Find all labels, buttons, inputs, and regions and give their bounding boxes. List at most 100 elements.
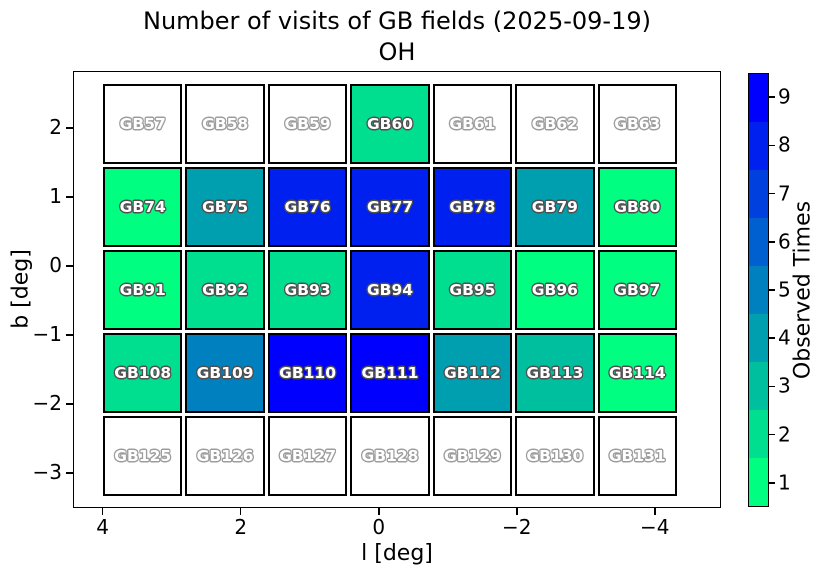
field-cell-GB91: GB91 [103, 250, 183, 330]
field-cell-GB58: GB58 [185, 84, 265, 164]
field-cell-GB60: GB60 [350, 84, 430, 164]
colorbar-tick-label: 3 [778, 373, 791, 398]
field-label: GB76 [284, 198, 331, 216]
field-label: GB75 [202, 198, 249, 216]
field-cell-GB126: GB126 [185, 416, 265, 496]
field-label: GB128 [361, 447, 419, 465]
field-label: GB109 [196, 364, 254, 382]
field-label: GB130 [526, 447, 584, 465]
field-label: GB91 [119, 281, 166, 299]
field-cell-GB80: GB80 [597, 167, 677, 247]
field-cell-GB59: GB59 [267, 84, 348, 164]
colorbar-tick-mark [769, 192, 775, 195]
colorbar-tick-label: 6 [778, 229, 791, 254]
y-tick-label: 2 [49, 115, 62, 140]
colorbar-band-9 [749, 74, 768, 122]
field-label: GB110 [279, 364, 337, 382]
colorbar-band-2 [749, 410, 768, 458]
colorbar-tick-mark [769, 482, 775, 484]
field-label: GB108 [114, 364, 172, 382]
y-tick-mark [66, 265, 73, 267]
field-label: GB60 [366, 115, 414, 133]
field-label: GB92 [202, 281, 249, 299]
colorbar-tick-mark [769, 289, 775, 291]
field-label: GB74 [119, 198, 166, 216]
field-cell-GB75: GB75 [185, 167, 265, 247]
plot-subtitle: OH [378, 38, 416, 66]
field-cell-GB112: GB112 [432, 333, 513, 413]
colorbar-band-4 [749, 314, 768, 362]
field-label: GB94 [366, 281, 414, 299]
field-cell-GB109: GB109 [185, 333, 265, 413]
colorbar-tick-mark [769, 433, 775, 436]
colorbar-tick-label: 8 [778, 132, 791, 157]
field-cell-GB127: GB127 [267, 416, 348, 496]
field-cell-GB57: GB57 [103, 84, 183, 164]
field-cell-GB94: GB94 [350, 250, 430, 330]
colorbar-band-1 [749, 458, 768, 506]
field-label: GB113 [526, 364, 584, 382]
field-cell-GB78: GB78 [432, 167, 513, 247]
field-cell-GB130: GB130 [515, 416, 595, 496]
field-label: GB111 [361, 364, 419, 382]
field-label: GB125 [114, 447, 172, 465]
field-label: GB127 [279, 447, 337, 465]
y-tick-mark [66, 334, 73, 336]
field-cell-GB93: GB93 [267, 250, 348, 330]
field-label: GB58 [202, 115, 249, 133]
field-label: GB63 [614, 115, 661, 133]
field-label: GB80 [614, 198, 661, 216]
x-tick-mark [653, 508, 656, 515]
colorbar-band-6 [749, 218, 768, 266]
field-label: GB126 [196, 447, 254, 465]
field-cell-GB74: GB74 [103, 167, 183, 247]
colorbar-band-3 [749, 362, 768, 410]
y-tick-mark [66, 472, 73, 474]
colorbar-tick-mark [769, 240, 775, 243]
field-cell-GB111: GB111 [350, 333, 430, 413]
x-axis-label: l [deg] [361, 541, 433, 566]
colorbar [748, 73, 769, 507]
field-grid: GB57 GB58 GB59 GB60 GB61 GB62 GB63 GB74 GB75 GB76… [103, 84, 677, 496]
field-label: GB79 [531, 198, 578, 216]
colorbar-tick-mark [769, 96, 775, 98]
field-label: GB95 [449, 281, 496, 299]
y-tick-mark [66, 403, 73, 405]
field-cell-GB63: GB63 [597, 84, 677, 164]
field-cell-GB97: GB97 [597, 250, 677, 330]
field-label: GB62 [531, 115, 578, 133]
field-label: GB78 [449, 198, 496, 216]
field-label: GB129 [443, 447, 501, 465]
y-tick-label: 0 [49, 252, 62, 277]
colorbar-tick-label: 1 [778, 470, 791, 495]
colorbar-tick-label: 7 [778, 181, 791, 206]
field-cell-GB62: GB62 [515, 84, 595, 164]
x-tick-mark [377, 508, 380, 515]
field-cell-GB128: GB128 [350, 416, 430, 496]
field-label: GB114 [608, 364, 666, 382]
colorbar-tick-mark [769, 385, 775, 388]
field-cell-GB108: GB108 [103, 333, 183, 413]
field-label: GB112 [443, 364, 501, 382]
field-cell-GB79: GB79 [515, 167, 595, 247]
field-cell-GB131: GB131 [597, 416, 677, 496]
field-label: GB61 [449, 115, 496, 133]
field-cell-GB95: GB95 [432, 250, 513, 330]
colorbar-tick-label: 5 [778, 277, 791, 302]
field-label: GB59 [284, 115, 331, 133]
y-tick-label: −2 [32, 390, 62, 415]
field-cell-GB125: GB125 [103, 416, 183, 496]
x-tick-mark [515, 508, 518, 515]
x-tick-mark [239, 508, 242, 515]
field-label: GB93 [284, 281, 331, 299]
x-tick-label: 4 [96, 515, 110, 539]
colorbar-band-5 [749, 266, 768, 314]
colorbar-tick-label: 2 [778, 422, 791, 447]
x-tick-mark [101, 508, 104, 515]
x-tick-label: 2 [234, 515, 248, 539]
field-cell-GB61: GB61 [432, 84, 513, 164]
colorbar-band-8 [749, 122, 768, 170]
y-tick-mark [66, 127, 73, 129]
x-tick-label: −4 [640, 515, 670, 539]
